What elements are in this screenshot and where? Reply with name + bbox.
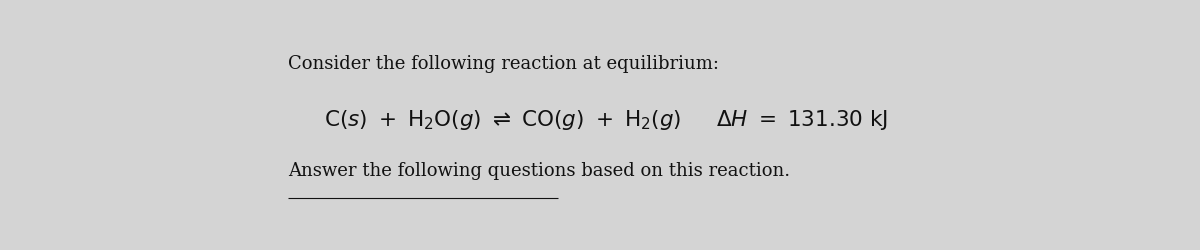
Text: $\Delta H\ =\ 131.30\ \mathrm{kJ}$: $\Delta H\ =\ 131.30\ \mathrm{kJ}$ (715, 108, 888, 132)
Text: Consider the following reaction at equilibrium:: Consider the following reaction at equil… (288, 55, 719, 73)
Text: $\mathrm{C}(\mathit{s})\ +\ \mathrm{H_2O}(\mathit{g})\ \rightleftharpoons\ \math: $\mathrm{C}(\mathit{s})\ +\ \mathrm{H_2O… (324, 108, 682, 132)
Text: Answer the following questions based on this reaction.: Answer the following questions based on … (288, 162, 790, 180)
